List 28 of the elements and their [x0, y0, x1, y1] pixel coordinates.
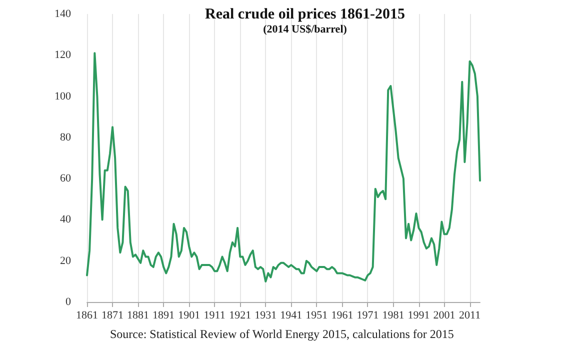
- x-tick-label: 1931: [254, 310, 277, 322]
- x-tick-label: 1881: [127, 310, 150, 322]
- x-tick-label: 1981: [382, 310, 404, 322]
- source-note: Source: Statistical Review of World Energy 2015, calculations for 2015: [110, 327, 454, 341]
- x-tick-label: 1991: [408, 310, 430, 322]
- y-tick-label: 0: [66, 296, 72, 308]
- x-tick-label: 1861: [76, 310, 98, 322]
- x-tick-label: 2011: [458, 310, 481, 322]
- y-tick-label: 140: [54, 8, 72, 20]
- x-tick-label: 1971: [356, 310, 379, 322]
- chart-title: Real crude oil prices 1861-2015: [205, 6, 405, 22]
- y-tick-label: 80: [60, 131, 72, 144]
- x-tick-label: 1951: [306, 310, 328, 322]
- y-tick-label: 60: [60, 172, 72, 185]
- x-tick-label: 1871: [102, 310, 124, 322]
- x-tick-label: 1921: [229, 310, 252, 322]
- x-tick-label: 2001: [433, 310, 456, 322]
- x-tick-label: 1891: [152, 310, 175, 322]
- y-tick-label: 120: [54, 49, 72, 62]
- y-tick-label: 100: [54, 90, 72, 102]
- x-tick-label: 1901: [178, 310, 200, 322]
- x-tick-label: 1911: [204, 310, 226, 322]
- line-series: [86, 52, 481, 282]
- y-tick-label: 20: [60, 254, 72, 267]
- x-tick-label: 1961: [331, 310, 354, 322]
- y-tick-label: 40: [60, 214, 72, 226]
- x-tick-label: 1941: [280, 310, 302, 322]
- text: (2014 US$/barrel): [263, 24, 348, 36]
